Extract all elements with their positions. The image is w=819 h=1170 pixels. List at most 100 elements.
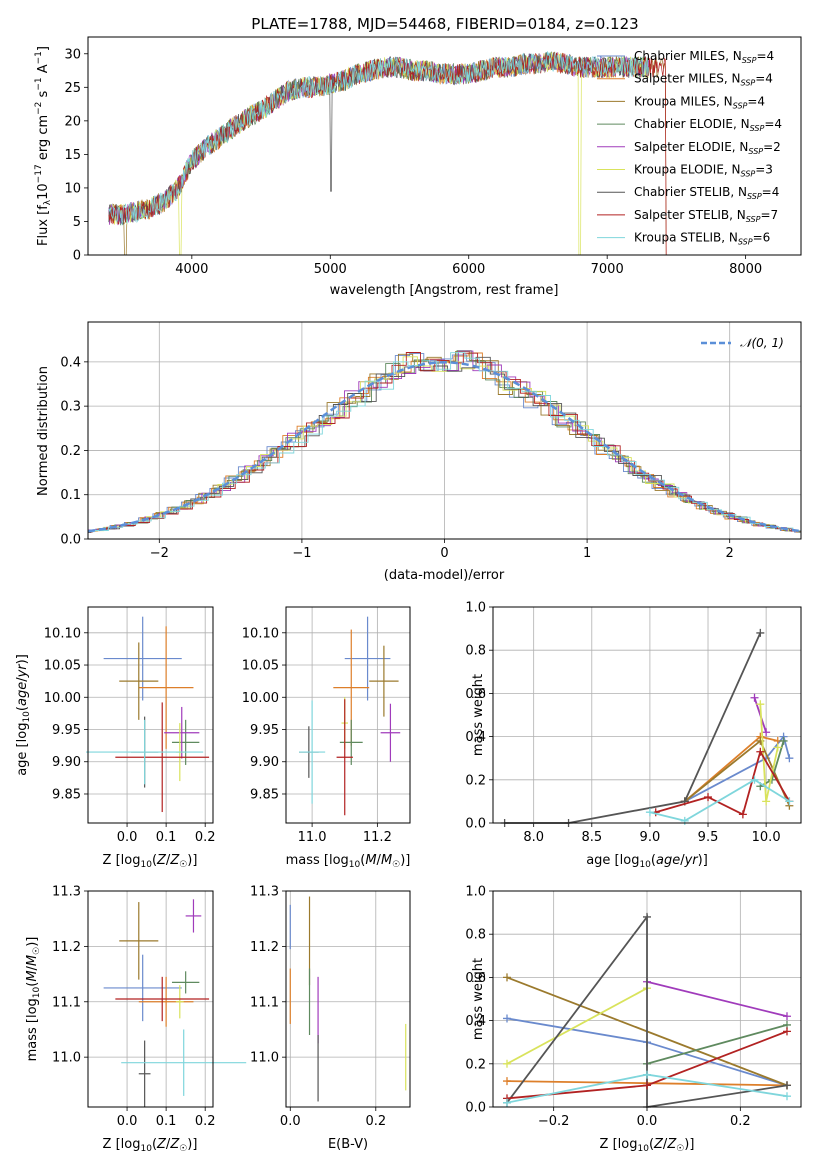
legend-label-6: Kroupa ELODIE, NSSP=3 xyxy=(634,163,773,179)
spectrum-panel: 4000 5000 6000 7000 8000 0 5 10 15 20 25 30 Chabrie… xyxy=(34,36,802,298)
spectrum-frame xyxy=(87,36,802,256)
panel4-xtick-label: 9.0 xyxy=(640,830,661,845)
weight-marker xyxy=(762,728,771,737)
panel7-ytick-label: 0.8 xyxy=(465,928,486,943)
panel5-xtick-label: 0.2 xyxy=(195,1114,216,1129)
panel5-ytick-label: 11.1 xyxy=(52,995,81,1010)
weight-marker xyxy=(503,1077,511,1086)
residual-ytick-label: 0.2 xyxy=(60,444,81,459)
panel4-ytick-label: 0.8 xyxy=(465,644,486,659)
weight-z-ylabel: mass weight xyxy=(471,958,486,1040)
residual-normal-curve xyxy=(88,361,801,533)
spectrum-ticks: 4000 5000 6000 7000 8000 0 5 10 15 20 25 30 xyxy=(64,47,762,277)
weight-series-9 xyxy=(649,778,790,822)
spectrum-xlabel: wavelength [Angstrom, rest frame] xyxy=(330,283,559,298)
panel7-ytick-label: 0.6 xyxy=(465,971,486,986)
weight-series-7 xyxy=(506,914,788,1109)
weight-marker xyxy=(680,816,689,825)
spectrum-legend: Chabrier MILES, NSSP=4 Salpeter MILES, NS… xyxy=(597,49,782,247)
weight-marker xyxy=(779,736,788,745)
age-z-content: 0.0 0.1 0.2 9.85 9.90 9.95 10.00 10.05 10.10 xyxy=(44,607,216,845)
spectrum-ytick-label: 0 xyxy=(73,249,81,264)
panel6-xtick-label: 0.2 xyxy=(365,1114,386,1129)
age-z-xlabel: Z [log10(Z/Z☉)] xyxy=(103,853,198,870)
weight-marker xyxy=(785,797,794,806)
panel2-ytick-label: 9.85 xyxy=(52,787,81,802)
age-mass-frame xyxy=(285,606,411,824)
panel4-ytick-label: 0.2 xyxy=(465,773,486,788)
spectrum-line-group xyxy=(108,51,668,255)
panel4-ytick-label: 0.0 xyxy=(465,817,486,832)
panel4-xtick-label: 9.5 xyxy=(698,830,719,845)
panel7-ytick-label: 0.0 xyxy=(465,1101,486,1116)
spectrum-xtick-label: 8000 xyxy=(729,262,762,277)
mass-z-frame xyxy=(87,890,214,1108)
weight-marker xyxy=(785,754,794,763)
panel5-ytick-label: 11.0 xyxy=(52,1051,81,1066)
spectrum-series-2 xyxy=(108,52,650,224)
panel3-ytick-label: 10.05 xyxy=(242,659,279,674)
panel2-xtick-label: 0.2 xyxy=(195,830,216,845)
weight-z-content: −0.2 0.0 0.2 0.0 0.2 0.4 0.6 0.8 1.0 xyxy=(465,885,801,1129)
panel6-ytick-label: 11.2 xyxy=(250,940,279,955)
spectrum-ytick-label: 15 xyxy=(64,148,81,163)
panel5-ytick-label: 11.3 xyxy=(52,885,81,900)
weight-marker xyxy=(503,1098,511,1107)
panel2-ytick-label: 10.00 xyxy=(44,691,81,706)
residual-xtick-label: 1 xyxy=(583,546,591,561)
panel4-ytick-label: 1.0 xyxy=(465,601,486,616)
weight-marker xyxy=(503,1059,511,1068)
weight-age-xlabel: age [log10(age/yr)] xyxy=(586,853,708,870)
weight-marker xyxy=(783,1081,791,1090)
weight-marker xyxy=(756,700,765,709)
weight-z-panel: −0.2 0.0 0.2 0.0 0.2 0.4 0.6 0.8 1.0 Z [log10(Z/… xyxy=(465,885,802,1154)
weight-age-frame xyxy=(492,606,802,824)
weight-marker xyxy=(773,743,782,752)
panel7-xtick-label: −0.2 xyxy=(538,1114,570,1129)
panel3-xtick-label: 11.2 xyxy=(363,830,392,845)
residual-histogram-6 xyxy=(88,356,801,533)
residual-panel: −2 −1 0 1 2 0.0 0.1 0.2 0.3 0.4 𝒩(0, 1) (data-mod… xyxy=(36,321,802,583)
panel5-xtick-label: 0.1 xyxy=(156,1114,177,1129)
panel6-ytick-label: 11.1 xyxy=(250,995,279,1010)
mass-ebv-content: 0.0 0.2 11.0 11.1 11.2 11.3 xyxy=(250,885,410,1129)
residual-hist-group xyxy=(88,350,801,533)
panel7-xtick-label: 0.0 xyxy=(637,1114,658,1129)
age-mass-xlabel: mass [log10(M/M☉)] xyxy=(286,853,411,870)
spectrum-ytick-label: 5 xyxy=(73,215,81,230)
panel4-ytick-label: 0.6 xyxy=(465,687,486,702)
legend-label-5: Salpeter ELODIE, NSSP=2 xyxy=(634,140,781,156)
spectrum-ytick-label: 10 xyxy=(64,181,81,196)
panel3-ytick-label: 9.95 xyxy=(250,723,279,738)
panel2-ytick-label: 9.90 xyxy=(52,755,81,770)
weight-marker xyxy=(643,912,651,921)
age-z-frame xyxy=(87,606,214,824)
panel7-ytick-label: 0.2 xyxy=(465,1057,486,1072)
panel5-xtick-label: 0.0 xyxy=(117,1114,138,1129)
residual-xtick-label: −2 xyxy=(150,546,169,561)
residual-grid: −2 −1 0 1 2 0.0 0.1 0.2 0.3 0.4 xyxy=(60,322,801,561)
weight-series-7 xyxy=(504,632,762,824)
residual-histogram-8 xyxy=(88,352,801,533)
mass-ebv-panel: 0.0 0.2 11.0 11.1 11.2 11.3 E(B-V) xyxy=(250,885,411,1152)
panel7-ytick-label: 1.0 xyxy=(465,885,486,900)
residual-histogram-7 xyxy=(88,356,801,533)
panel2-ytick-label: 10.05 xyxy=(44,659,81,674)
panel3-ytick-label: 9.90 xyxy=(250,755,279,770)
spectrum-xtick-label: 7000 xyxy=(591,262,624,277)
panel2-ytick-label: 10.10 xyxy=(44,626,81,641)
residual-ytick-label: 0.0 xyxy=(60,533,81,548)
legend-label-7: Chabrier STELIB, NSSP=4 xyxy=(634,185,779,201)
residual-xtick-label: −1 xyxy=(292,546,311,561)
legend-label-8: Salpeter STELIB, NSSP=7 xyxy=(634,208,778,224)
residual-histogram-5 xyxy=(88,350,801,533)
mass-z-content: 0.0 0.1 0.2 11.0 11.1 11.2 11.3 xyxy=(52,885,247,1129)
age-z-ylabel: age [log10(age/yr)] xyxy=(15,654,32,776)
residual-frame xyxy=(87,321,802,540)
spectrum-ytick-label: 20 xyxy=(64,114,81,129)
panel3-xtick-label: 11.0 xyxy=(298,830,327,845)
residual-xlabel: (data-model)/error xyxy=(384,568,505,583)
weight-marker xyxy=(503,973,511,982)
spectrum-ytick-label: 30 xyxy=(64,47,81,62)
